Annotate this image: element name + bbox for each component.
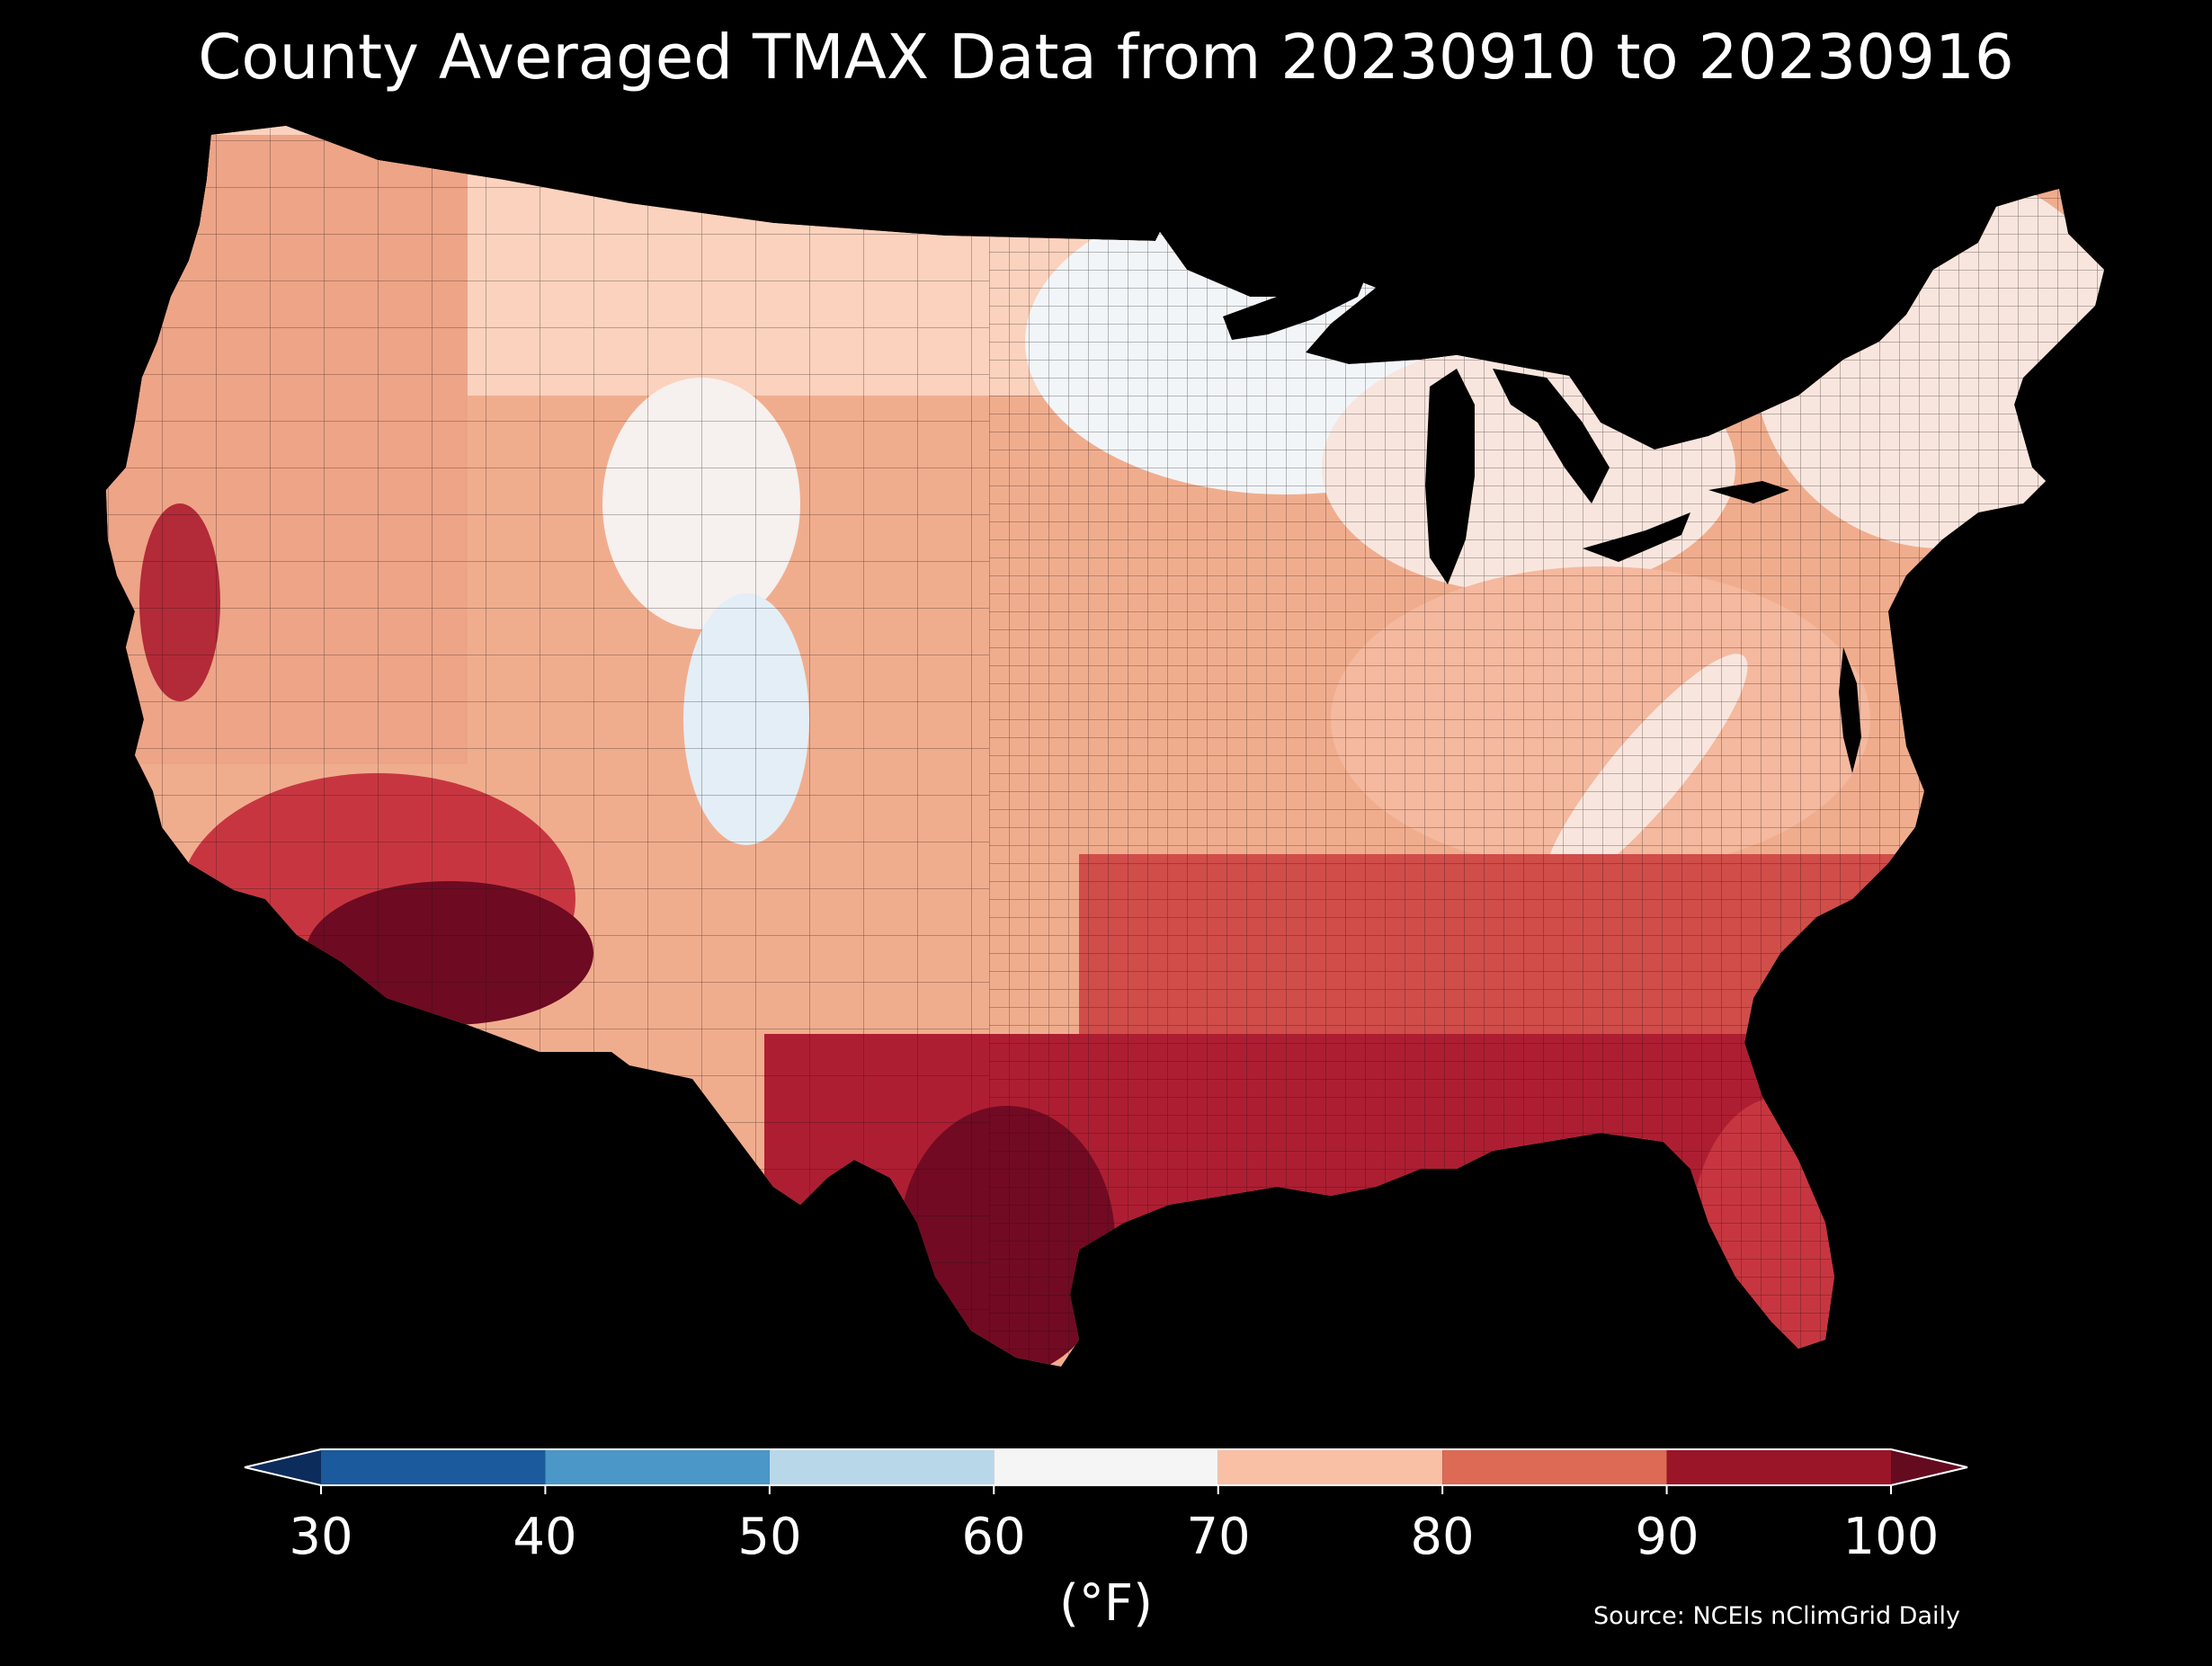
colorbar-bin	[1217, 1449, 1443, 1485]
colorbar-extend-high	[1891, 1449, 1967, 1485]
lake-huron	[1493, 369, 1610, 503]
colorbar-extend-low	[245, 1449, 321, 1485]
colorbar-tick-label: 60	[961, 1508, 1026, 1566]
source-credit: Source: NCEIs nClimGrid Daily	[1593, 1602, 1960, 1630]
colorbar-tick-label: 90	[1635, 1508, 1699, 1566]
colorbar-bin	[545, 1449, 770, 1485]
colorbar-bin	[1442, 1449, 1667, 1485]
lake-superior	[1223, 274, 1367, 340]
lake-erie	[1583, 512, 1690, 562]
colorbar-bin	[994, 1449, 1218, 1485]
colorbar-tick-label: 70	[1186, 1508, 1251, 1566]
lake-ontario	[1708, 481, 1789, 503]
colorbar-tick-label: 50	[737, 1508, 802, 1566]
chesapeake-bay	[1839, 647, 1861, 773]
colorbar-tick-label: 40	[513, 1508, 577, 1566]
colorbar	[244, 1448, 1968, 1494]
colorbar-bin	[769, 1449, 995, 1485]
colorbar-tick-label: 30	[289, 1508, 353, 1566]
colorbar-tick-label: 80	[1410, 1508, 1475, 1566]
lake-michigan	[1425, 369, 1475, 584]
page-title: County Averaged TMAX Data from 20230910 …	[198, 22, 2014, 94]
colorbar-bin	[1666, 1449, 1891, 1485]
colorbar-bin	[321, 1449, 546, 1485]
colorbar-unit-label: (°F)	[1059, 1574, 1153, 1633]
colorbar-tick-label: 100	[1842, 1508, 1940, 1566]
